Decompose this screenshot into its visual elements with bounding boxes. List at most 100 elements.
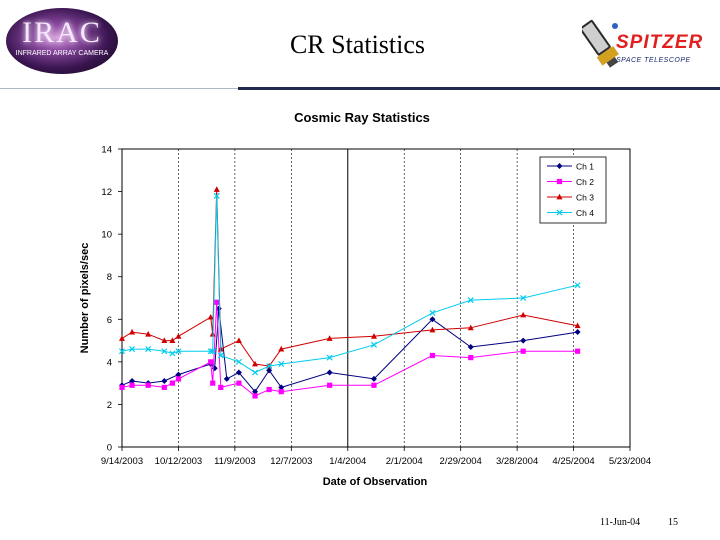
x-tick-label: 12/7/2003 (270, 456, 312, 467)
page-number: 15 (668, 517, 678, 528)
data-point (252, 369, 259, 376)
data-point (468, 355, 474, 361)
data-point (169, 337, 176, 343)
legend-entry: Ch 2 (547, 177, 594, 187)
data-point (235, 337, 242, 343)
data-point-stroke (520, 294, 527, 302)
y-tick-label: 8 (107, 272, 112, 283)
data-point (129, 328, 136, 335)
data-point (574, 282, 581, 289)
series-line (121, 308, 578, 393)
data-point (327, 382, 333, 388)
series-ch-4 (118, 192, 581, 376)
data-point (161, 337, 168, 343)
x-tick-label: 1/4/2004 (329, 456, 366, 467)
data-point (370, 375, 377, 382)
data-point (429, 316, 436, 323)
data-point (217, 352, 224, 359)
data-point (235, 369, 242, 376)
x-tick-label: 9/14/2003 (101, 456, 143, 467)
y-tick-label: 10 (101, 230, 112, 241)
data-point (175, 376, 182, 382)
data-point (520, 311, 527, 318)
x-tick-label: 5/23/2004 (609, 456, 651, 467)
data-point (235, 358, 242, 365)
y-tick-label: 4 (107, 357, 112, 368)
legend-entry: Ch 3 (547, 193, 594, 203)
data-point (213, 186, 220, 192)
data-point (145, 382, 151, 388)
legend-label: Ch 4 (576, 208, 594, 218)
series-ch-2 (119, 299, 581, 399)
data-point-stroke (217, 352, 224, 359)
data-point (252, 393, 258, 399)
chart-title: Cosmic Ray Statistics (294, 110, 430, 125)
data-point (467, 297, 474, 304)
irac-logo-subtext: INFRARED ARRAY CAMERA (15, 50, 109, 57)
x-tick-label: 2/29/2004 (440, 456, 482, 467)
data-point (169, 350, 176, 357)
data-point-stroke (370, 341, 378, 348)
data-point-stroke (266, 363, 273, 370)
data-point (119, 384, 125, 390)
axes: 9/14/2003 10/12/2003 11/9/2003 12/7/2003 1/4… (101, 145, 651, 468)
data-point-stroke (207, 348, 214, 355)
data-point-stroke (209, 348, 216, 355)
y-tick-label: 2 (107, 400, 112, 411)
y-tick-label: 0 (107, 443, 112, 454)
x-tick-label: 10/12/2003 (155, 456, 203, 467)
data-point-stroke (278, 360, 285, 368)
x-tick-label: 3/28/2004 (496, 456, 538, 467)
data-point (218, 384, 224, 390)
data-point (129, 346, 136, 353)
legend-label: Ch 3 (576, 193, 594, 203)
data-point (169, 380, 175, 386)
data-point-stroke (574, 282, 581, 289)
data-point (266, 363, 273, 370)
y-tick-label: 14 (101, 145, 112, 156)
data-point (326, 354, 333, 361)
data-point-stroke (556, 209, 563, 216)
x-tick-label: 4/25/2004 (552, 456, 594, 467)
data-point (175, 333, 182, 339)
slide-title: CR Statistics (289, 30, 426, 59)
data-point-stroke (129, 346, 136, 353)
x-axis-label: Date of Observation (323, 476, 428, 488)
data-point-stroke (429, 309, 436, 316)
data-point (556, 163, 563, 169)
legend-box (539, 156, 607, 224)
data-point (574, 348, 581, 354)
data-point (161, 378, 168, 385)
data-point (213, 192, 220, 199)
data-point (266, 386, 272, 393)
data-point (278, 345, 285, 352)
series-group (118, 186, 581, 399)
data-point (145, 346, 152, 353)
series-line (121, 302, 578, 397)
data-point (429, 326, 436, 333)
data-point (520, 348, 526, 354)
y-tick-label: 6 (107, 315, 112, 326)
legend: Ch 1 Ch 2 Ch 3 Ch 4 (539, 156, 607, 224)
data-point (520, 294, 527, 302)
data-point (207, 348, 214, 355)
series-ch-3 (119, 186, 581, 369)
data-point (467, 324, 474, 331)
data-point-stroke (175, 348, 182, 355)
data-point (236, 380, 242, 386)
irac-logo-text: IRAC (22, 16, 102, 49)
series-ch-1 (119, 305, 581, 395)
spitzer-logo-subtext: SPACE TELESCOPE (616, 57, 691, 64)
x-tick-label: 11/9/2003 (214, 456, 256, 467)
legend-label: Ch 2 (576, 177, 594, 187)
y-axis-label: Number of pixels/sec (79, 243, 91, 354)
data-point (119, 335, 125, 341)
data-point-stroke (235, 358, 242, 365)
data-point-stroke (161, 348, 168, 355)
header-divider (238, 87, 720, 90)
data-point (574, 322, 581, 329)
spitzer-logo-text: SPITZER (616, 32, 704, 53)
legend-entry: Ch 4 (547, 208, 594, 218)
data-point (207, 313, 214, 320)
